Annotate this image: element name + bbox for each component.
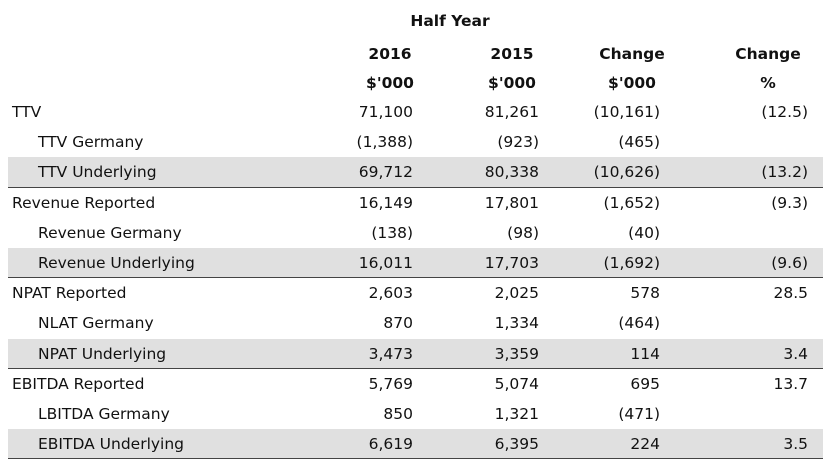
value-change-percent: (9.3) xyxy=(771,193,808,212)
row-label: EBITDA Underlying xyxy=(38,435,185,454)
value-change-percent: (9.6) xyxy=(771,253,808,272)
header-2016-unit: $'000 xyxy=(366,74,414,92)
value-2016: 5,769 xyxy=(368,374,413,393)
row-label: LBITDA Germany xyxy=(38,404,170,423)
value-change: (40) xyxy=(628,223,660,242)
value-2016: 71,100 xyxy=(358,103,413,121)
value-2015: 6,395 xyxy=(494,435,539,454)
row-label: Revenue Germany xyxy=(38,223,182,242)
value-2016: 69,712 xyxy=(358,163,413,182)
value-2015: (98) xyxy=(507,223,539,242)
value-2016: 6,619 xyxy=(368,435,413,454)
header-half-year: Half Year xyxy=(410,12,490,30)
value-change-percent: (12.5) xyxy=(761,103,808,121)
header-change-percent-unit: % xyxy=(760,74,776,92)
row-label: TTV Underlying xyxy=(38,163,157,182)
value-2016: 870 xyxy=(383,314,413,333)
value-2015: 5,074 xyxy=(494,374,539,393)
row-label: NPAT Underlying xyxy=(38,344,167,363)
header-2015-year: 2015 xyxy=(490,45,534,63)
row-label: TTV xyxy=(12,103,42,121)
value-change: (1,652) xyxy=(603,193,660,212)
value-2016: 850 xyxy=(383,404,413,423)
value-2016: 16,149 xyxy=(358,193,413,212)
value-2015: 17,801 xyxy=(484,193,539,212)
row-label: EBITDA Reported xyxy=(12,374,145,393)
value-change: (10,626) xyxy=(593,163,660,182)
table-row: NPAT Underlying 3,473 3,359 114 3.4 xyxy=(8,338,823,369)
value-2015: 17,703 xyxy=(484,253,539,272)
table-row: TTV 71,100 81,261 (10,161) (12.5) xyxy=(8,97,823,127)
row-label: NPAT Reported xyxy=(12,284,127,303)
value-2015: 2,025 xyxy=(494,284,539,303)
value-2015: 3,359 xyxy=(494,344,539,363)
header-2016-year: 2016 xyxy=(368,45,412,63)
table-row: EBITDA Underlying 6,619 6,395 224 3.5 xyxy=(8,429,823,460)
value-2015: (923) xyxy=(497,133,539,152)
value-change-percent: 28.5 xyxy=(773,284,808,303)
value-change: 578 xyxy=(630,284,660,303)
value-change: 114 xyxy=(630,344,660,363)
value-2015: 80,338 xyxy=(484,163,539,182)
row-label: Revenue Reported xyxy=(12,193,156,212)
table-row: Revenue Germany (138) (98) (40) xyxy=(8,218,823,248)
table-row: EBITDA Reported 5,769 5,074 695 13.7 xyxy=(8,369,823,399)
value-change: (471) xyxy=(618,404,660,423)
header-change-percent: Change xyxy=(735,45,801,63)
value-2015: 1,321 xyxy=(494,404,539,423)
value-2016: (138) xyxy=(371,223,413,242)
row-label: NLAT Germany xyxy=(38,314,154,333)
table-row: TTV Germany (1,388) (923) (465) xyxy=(8,127,823,157)
value-2015: 1,334 xyxy=(494,314,539,333)
value-change: (1,692) xyxy=(603,253,660,272)
value-change-percent: 13.7 xyxy=(773,374,808,393)
table-row: Revenue Reported 16,149 17,801 (1,652) (9.3) xyxy=(8,188,823,218)
value-change: 695 xyxy=(630,374,660,393)
table-row: LBITDA Germany 850 1,321 (471) xyxy=(8,399,823,429)
value-change-percent: 3.4 xyxy=(783,344,808,363)
table-row: NLAT Germany 870 1,334 (464) xyxy=(8,308,823,338)
value-2015: 81,261 xyxy=(484,103,539,121)
table-row: TTV Underlying 69,712 80,338 (10,626) (13.2) xyxy=(8,157,823,188)
value-2016: 16,011 xyxy=(358,253,413,272)
value-change: (10,161) xyxy=(593,103,660,121)
value-change-percent: 3.5 xyxy=(783,435,808,454)
header-change-amount-unit: $'000 xyxy=(608,74,656,92)
row-label: Revenue Underlying xyxy=(38,253,195,272)
value-2016: 2,603 xyxy=(368,284,413,303)
value-change: (464) xyxy=(618,314,660,333)
value-2016: 3,473 xyxy=(368,344,413,363)
value-change-percent: (13.2) xyxy=(761,163,808,182)
row-label: TTV Germany xyxy=(38,133,144,152)
header-2015-unit: $'000 xyxy=(488,74,536,92)
value-2016: (1,388) xyxy=(356,133,413,152)
table-body: TTV 71,100 81,261 (10,161) (12.5) TTV Germany… xyxy=(8,97,823,460)
header-change-amount: Change xyxy=(599,45,665,63)
value-change: 224 xyxy=(630,435,660,454)
value-change: (465) xyxy=(618,133,660,152)
table-row: Revenue Underlying 16,011 17,703 (1,692) (9.… xyxy=(8,247,823,279)
table-row: NPAT Reported 2,603 2,025 578 28.5 xyxy=(8,278,823,308)
